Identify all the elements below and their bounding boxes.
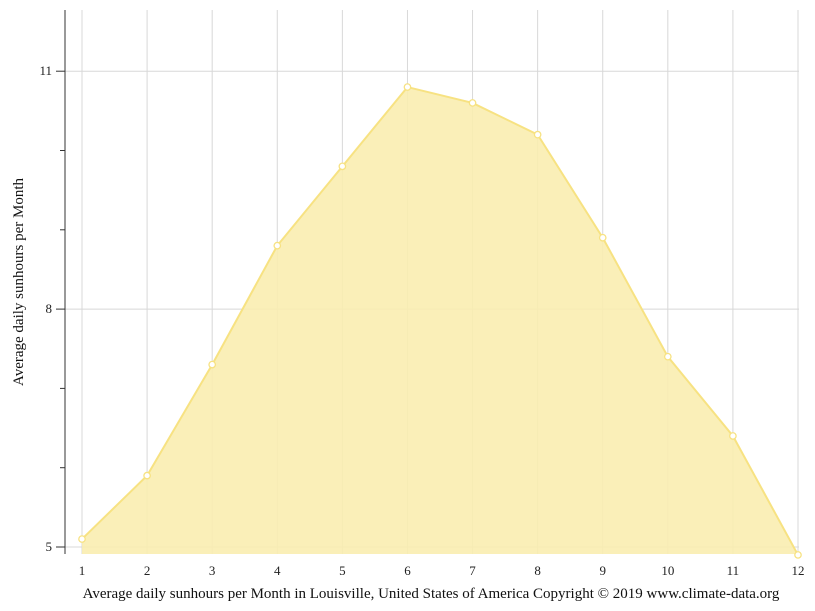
y-tick-label-5: 5 <box>46 539 53 554</box>
x-tick-label-3: 3 <box>209 563 216 578</box>
series-line <box>81 85 799 556</box>
x-tick-label-9: 9 <box>599 563 606 578</box>
axes <box>56 10 66 554</box>
y-axis-title: Average daily sunhours per Month <box>11 178 27 387</box>
y-tick-labels: 5 8 11 <box>39 63 52 554</box>
x-tick-label-2: 2 <box>144 563 151 578</box>
x-tick-label-8: 8 <box>534 563 541 578</box>
x-tick-label-1: 1 <box>79 563 86 578</box>
x-tick-labels: 1 2 3 4 5 6 7 8 9 10 11 12 <box>79 563 805 578</box>
data-point-3 <box>208 360 217 369</box>
data-points <box>78 83 802 559</box>
x-tick-label-6: 6 <box>404 563 411 578</box>
data-point-9 <box>598 233 607 242</box>
data-point-8 <box>533 130 542 139</box>
area-fill <box>82 87 798 555</box>
data-point-2 <box>143 471 151 480</box>
x-tick-label-11: 11 <box>727 563 740 578</box>
data-point-7 <box>468 99 477 107</box>
data-point-12 <box>794 551 802 559</box>
x-axis-title: Average daily sunhours per Month in Loui… <box>83 586 780 602</box>
x-tick-label-12: 12 <box>792 563 805 578</box>
x-tick-label-10: 10 <box>661 563 674 578</box>
data-point-6 <box>403 83 412 91</box>
data-point-1 <box>78 535 86 543</box>
data-point-4 <box>273 241 282 250</box>
y-tick-label-11: 11 <box>39 63 52 78</box>
data-point-5 <box>338 162 347 171</box>
data-point-11 <box>729 432 737 440</box>
x-tick-label-5: 5 <box>339 563 346 578</box>
data-point-10 <box>663 352 672 361</box>
x-tick-label-4: 4 <box>274 563 281 578</box>
y-tick-label-8: 8 <box>46 301 53 316</box>
x-tick-label-7: 7 <box>469 563 476 578</box>
